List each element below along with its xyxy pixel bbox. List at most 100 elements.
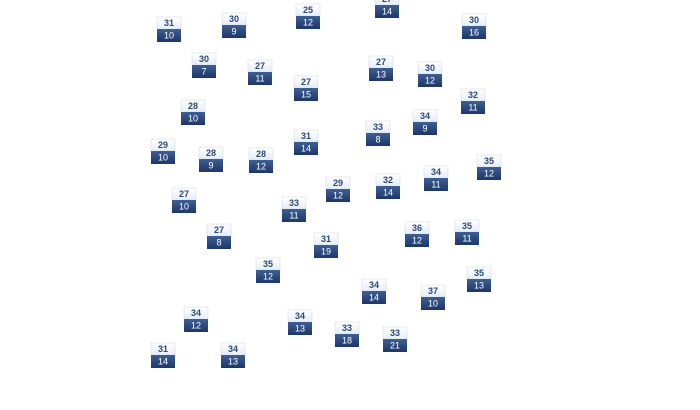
marker-top-label: 35 xyxy=(462,221,472,231)
marker-top-label: 37 xyxy=(428,286,438,296)
marker-top-label: 34 xyxy=(431,167,441,177)
marker-bottom-label: 14 xyxy=(158,356,168,366)
marker-bottom-label: 14 xyxy=(382,6,392,16)
marker-bottom-label: 10 xyxy=(188,113,198,123)
marker-top-label: 33 xyxy=(390,328,400,338)
marker: 349 xyxy=(412,109,438,135)
marker-bottom xyxy=(366,133,390,146)
marker-bottom-label: 8 xyxy=(375,134,380,144)
marker-bottom-label: 12 xyxy=(484,168,494,178)
marker-top-label: 34 xyxy=(420,111,430,121)
marker-top-label: 30 xyxy=(229,14,239,24)
marker-top-label: 31 xyxy=(321,234,331,244)
marker-bottom-label: 16 xyxy=(469,27,479,37)
marker-bottom-label: 12 xyxy=(263,271,273,281)
marker-bottom xyxy=(326,189,350,202)
marker-top-label: 35 xyxy=(474,268,484,278)
marker-bottom-label: 10 xyxy=(428,298,438,308)
marker-top-label: 27 xyxy=(255,61,265,71)
marker-bottom xyxy=(151,355,175,368)
marker-top-label: 31 xyxy=(164,18,174,28)
marker-top-label: 27 xyxy=(214,225,224,235)
marker-top-label: 31 xyxy=(158,344,168,354)
marker-top-label: 27 xyxy=(382,0,392,4)
marker-top-label: 27 xyxy=(301,77,311,87)
marker-bottom-label: 11 xyxy=(289,210,298,220)
marker-bottom xyxy=(172,200,196,213)
marker-bottom xyxy=(221,355,245,368)
marker-bottom-label: 21 xyxy=(390,340,400,350)
marker-bottom-label: 14 xyxy=(301,143,311,153)
marker-bottom xyxy=(424,178,448,191)
marker-bottom-label: 13 xyxy=(474,280,484,290)
marker-top-label: 35 xyxy=(263,259,273,269)
marker-top-label: 30 xyxy=(469,15,479,25)
marker-bottom xyxy=(383,339,407,352)
marker-top-label: 28 xyxy=(256,149,266,159)
marker-bottom-label: 9 xyxy=(422,123,427,133)
marker-bottom-label: 12 xyxy=(333,190,343,200)
marker-bottom-label: 12 xyxy=(191,320,201,330)
marker-bottom-label: 13 xyxy=(376,69,386,79)
marker-bottom xyxy=(288,322,312,335)
marker-top-label: 33 xyxy=(342,323,352,333)
marker-top-label: 29 xyxy=(158,140,168,150)
marker-top-label: 32 xyxy=(383,175,393,185)
marker-bottom xyxy=(207,236,231,249)
marker-bottom xyxy=(222,25,246,38)
marker-bottom-label: 11 xyxy=(468,102,477,112)
marker-bottom-label: 14 xyxy=(369,292,379,302)
marker-bottom-label: 11 xyxy=(462,233,471,243)
marker-bottom xyxy=(151,151,175,164)
marker-bottom-label: 10 xyxy=(164,30,174,40)
marker-bottom-label: 12 xyxy=(303,17,313,27)
marker-top-label: 29 xyxy=(333,178,343,188)
marker-bottom xyxy=(294,88,318,101)
marker-bottom-label: 12 xyxy=(425,75,435,85)
marker-top-label: 28 xyxy=(188,101,198,111)
marker-bottom xyxy=(282,209,306,222)
marker-bottom xyxy=(455,232,479,245)
marker-top-label: 36 xyxy=(412,223,422,233)
marker-bottom xyxy=(405,234,429,247)
marker-bottom xyxy=(375,5,399,18)
marker-top-label: 25 xyxy=(303,5,313,15)
marker-bottom xyxy=(184,319,208,332)
marker-top-label: 30 xyxy=(199,54,209,64)
marker-bottom-label: 15 xyxy=(301,89,311,99)
marker-top-label: 34 xyxy=(295,311,305,321)
marker-bottom-label: 12 xyxy=(412,235,422,245)
marker-bottom xyxy=(335,334,359,347)
marker-bottom xyxy=(181,112,205,125)
marker-bottom-label: 12 xyxy=(256,161,266,171)
marker-bottom-label: 13 xyxy=(295,323,305,333)
marker-top-label: 34 xyxy=(228,344,238,354)
marker: 289 xyxy=(198,146,224,172)
marker-bottom-label: 11 xyxy=(431,179,440,189)
marker-bottom xyxy=(362,291,386,304)
marker-top-label: 33 xyxy=(289,198,299,208)
marker-bottom-label: 13 xyxy=(228,356,238,366)
marker-top-label: 32 xyxy=(468,90,478,100)
marker-bottom xyxy=(296,16,320,29)
marker: 309 xyxy=(221,12,247,38)
